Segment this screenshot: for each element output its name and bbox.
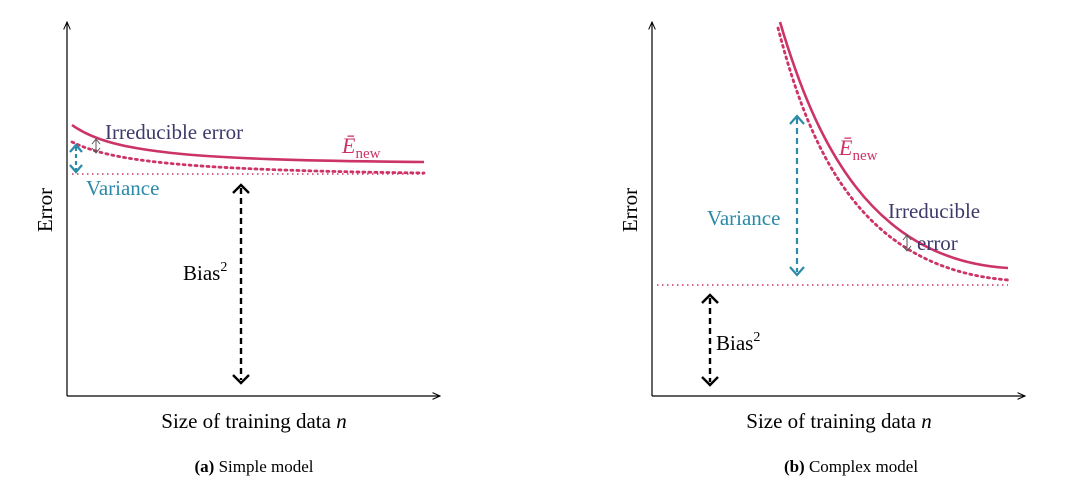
curve-label: Ēnew: [341, 133, 381, 162]
variance-label: Variance: [86, 176, 159, 200]
x-axis-label: Size of training data n: [746, 409, 931, 433]
irreducible-arrow: [91, 138, 101, 154]
x-axis-label: Size of training data n: [161, 409, 346, 433]
y-axis-label: Error: [618, 188, 642, 232]
bias-arrow: [701, 293, 719, 387]
irreducible-label-line1: Irreducible: [888, 199, 980, 223]
variance-label: Variance: [707, 206, 780, 230]
expected-error-curve: [778, 21, 1009, 270]
caption-b: (b) Complex model: [784, 457, 918, 476]
bias-label: Bias2: [716, 330, 760, 355]
panel-b: Error Size of training data n Ēnew Varia…: [618, 22, 1025, 476]
expected-error-curve: [71, 123, 425, 164]
bias-label: Bias2: [183, 260, 227, 285]
bias-variance-curve: [776, 26, 1010, 282]
bias-variance-curve: [70, 140, 426, 175]
irreducible-label-line2: error: [917, 231, 958, 255]
variance-arrow: [69, 143, 83, 174]
panel-a: Error Size of training data n Ēnew Irred…: [33, 22, 440, 476]
irreducible-label: Irreducible error: [105, 120, 243, 144]
irreducible-arrow: [902, 234, 912, 252]
bias-arrow: [232, 183, 250, 385]
y-axis-label: Error: [33, 188, 57, 232]
curve-label: Ēnew: [838, 135, 878, 164]
caption-a: (a) Simple model: [195, 457, 314, 476]
variance-arrow: [789, 114, 805, 277]
